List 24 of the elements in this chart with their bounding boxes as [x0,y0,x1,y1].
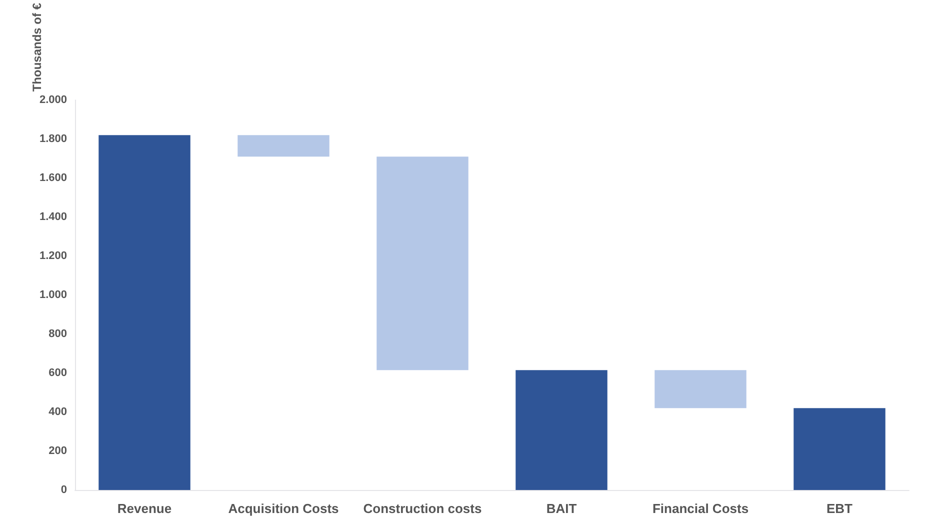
x-tick-label: Financial Costs [652,501,749,516]
y-tick-label: 1.200 [39,250,67,262]
bar [98,135,190,490]
y-tick-label: 2.000 [39,94,67,106]
bar [654,370,746,408]
y-tick-label: 1.800 [39,133,67,146]
y-tick-label: 1.400 [39,211,67,224]
x-tick-label: Acquisition Costs [228,501,339,516]
x-tick-label: BAIT [546,501,577,516]
y-tick-label: 1.600 [39,172,67,184]
y-tick-label: 200 [48,445,67,458]
bar [238,135,330,157]
bar [794,408,886,490]
y-tick-label: 400 [48,406,67,418]
y-tick-label: 600 [48,367,67,380]
bar [516,370,608,490]
y-tick-label: 800 [48,328,67,340]
x-tick-label: EBT [826,501,853,516]
y-tick-label: 0 [60,484,67,496]
x-tick-label: Revenue [117,501,172,516]
x-tick-label: Construction costs [363,501,482,516]
y-tick-label: 1.000 [39,289,67,302]
bar [376,156,468,370]
y-axis-title: Thousands of € [30,2,44,92]
